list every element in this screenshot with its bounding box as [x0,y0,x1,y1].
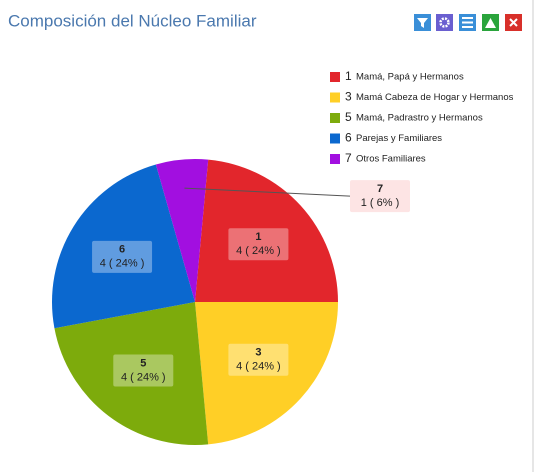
data-label-category: 6 [119,244,125,256]
legend-swatch [330,154,340,164]
data-label: 7 1 ( 6% ) [350,180,410,213]
up-icon [485,18,496,28]
data-label-category: 1 [255,231,261,243]
data-label-value: 4 ( 24% ) [236,245,281,257]
data-label-box [350,180,410,213]
legend-label: Mamá, Papá y Hermanos [356,72,464,83]
list-icon [462,17,473,28]
pie-slice [195,159,338,303]
pie-slice [54,302,209,445]
data-label: 6 4 ( 24% ) [92,240,153,273]
data-label-box [92,240,153,273]
legend-code: 5 [345,110,352,124]
legend-label: Mamá, Padrastro y Hermanos [356,113,483,124]
data-label: 3 4 ( 24% ) [228,343,289,376]
settings-icon [439,17,450,28]
legend-swatch [330,113,340,123]
legend-label: Parejas y Familiares [356,133,442,144]
legend-code: 1 [345,69,352,83]
legend-label: Otros Familiares [356,154,426,165]
data-label-value: 1 ( 6% ) [361,197,400,209]
chart-title: Composición del Núcleo Familiar [8,11,257,30]
data-label-category: 7 [377,183,383,195]
data-label-value: 4 ( 24% ) [236,361,281,373]
data-label-category: 5 [140,357,146,369]
legend-swatch [330,72,340,82]
legend-code: 7 [345,151,352,165]
settings-button[interactable] [436,14,453,31]
pie-slice [195,302,338,445]
legend-label: Mamá Cabeza de Hogar y Hermanos [356,92,514,103]
data-label-category: 3 [255,347,261,359]
legend-swatch [330,133,340,144]
data-label-box [113,354,174,387]
data-label: 5 4 ( 24% ) [113,354,174,387]
data-label-box [228,343,289,376]
filter-icon [417,18,428,28]
data-label-box [228,228,289,261]
legend-code: 6 [345,131,352,145]
pie-slice [155,158,209,302]
data-label: 1 4 ( 24% ) [228,228,289,261]
pie-slice [51,164,195,329]
legend-code: 3 [345,90,352,104]
data-label-value: 4 ( 24% ) [121,371,166,383]
data-label-value: 4 ( 24% ) [100,258,145,270]
legend-swatch [330,92,340,103]
toolbar [414,14,522,31]
close-icon [509,18,518,27]
